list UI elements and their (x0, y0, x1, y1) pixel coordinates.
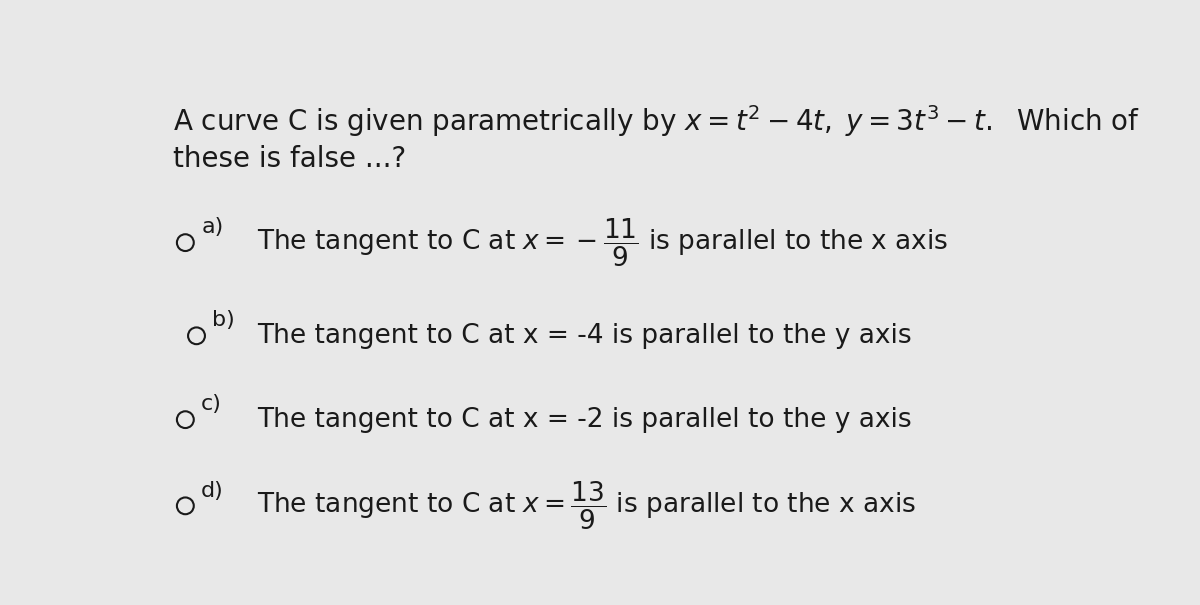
Text: The tangent to C at $x = -\dfrac{11}{9}$ is parallel to the x axis: The tangent to C at $x = -\dfrac{11}{9}$… (257, 217, 948, 269)
Text: The tangent to C at $x = \dfrac{13}{9}$ is parallel to the x axis: The tangent to C at $x = \dfrac{13}{9}$ … (257, 480, 916, 532)
Text: A curve C is given parametrically by $x = t^2 - 4t,\; y = 3t^3 - t.$  Which of: A curve C is given parametrically by $x … (173, 103, 1140, 140)
Text: c): c) (202, 394, 222, 414)
Text: these is false ...?: these is false ...? (173, 145, 407, 173)
Text: b): b) (212, 310, 235, 330)
Text: The tangent to C at x = -2 is parallel to the y axis: The tangent to C at x = -2 is parallel t… (257, 407, 912, 433)
Text: d): d) (202, 480, 224, 500)
Text: The tangent to C at x = -4 is parallel to the y axis: The tangent to C at x = -4 is parallel t… (257, 323, 912, 349)
Text: a): a) (202, 217, 223, 237)
